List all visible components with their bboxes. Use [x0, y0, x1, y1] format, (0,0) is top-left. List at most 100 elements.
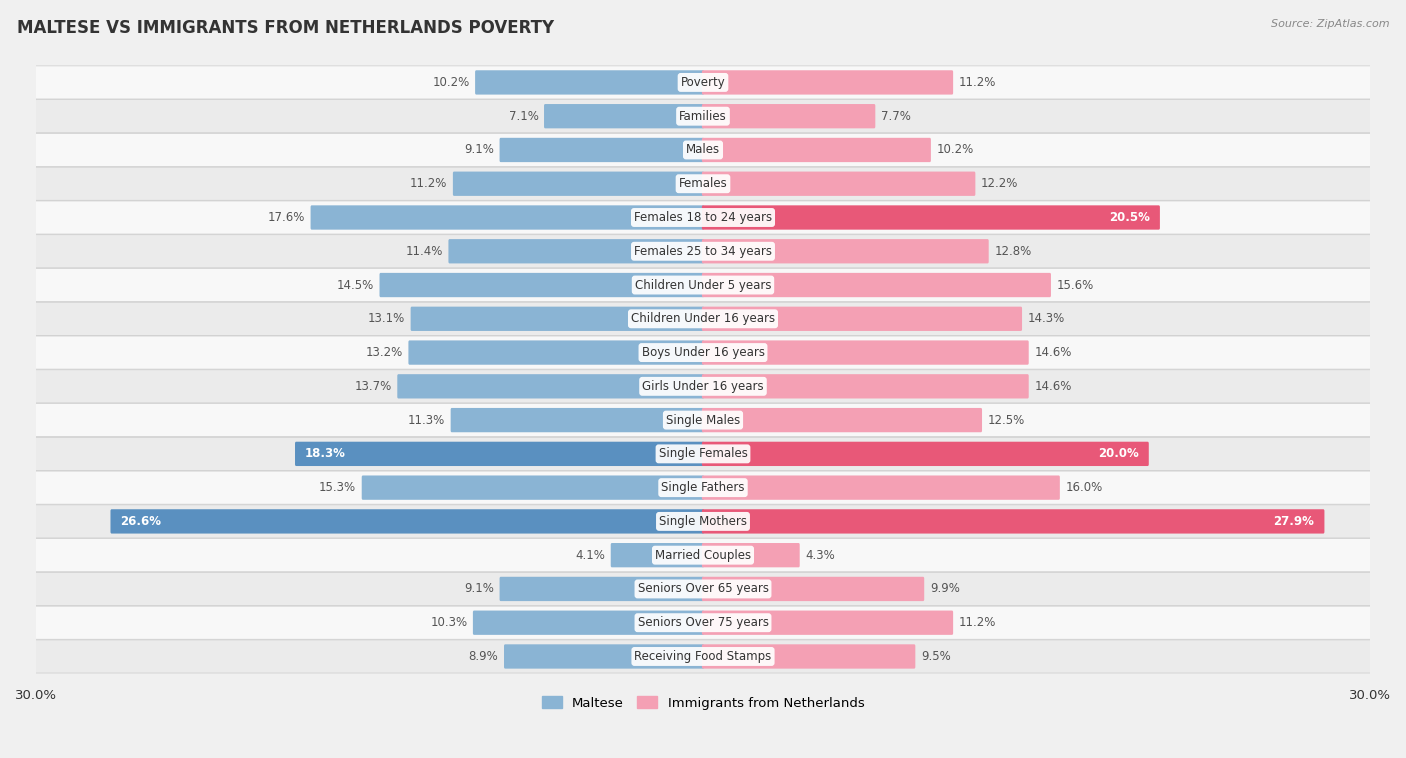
Text: 18.3%: 18.3%: [305, 447, 346, 460]
FancyBboxPatch shape: [380, 273, 704, 297]
FancyBboxPatch shape: [499, 138, 704, 162]
Text: Males: Males: [686, 143, 720, 156]
Text: 13.7%: 13.7%: [354, 380, 392, 393]
Text: 9.1%: 9.1%: [464, 143, 494, 156]
Text: 9.5%: 9.5%: [921, 650, 950, 663]
Text: 27.9%: 27.9%: [1274, 515, 1315, 528]
Text: Seniors Over 75 years: Seniors Over 75 years: [637, 616, 769, 629]
FancyBboxPatch shape: [34, 403, 1372, 437]
FancyBboxPatch shape: [34, 66, 1372, 99]
Text: 7.7%: 7.7%: [882, 110, 911, 123]
Text: 8.9%: 8.9%: [468, 650, 499, 663]
Text: 11.2%: 11.2%: [411, 177, 447, 190]
Text: 10.3%: 10.3%: [430, 616, 467, 629]
FancyBboxPatch shape: [34, 99, 1372, 133]
Text: 12.8%: 12.8%: [994, 245, 1032, 258]
FancyBboxPatch shape: [472, 610, 704, 635]
Text: 14.6%: 14.6%: [1035, 346, 1071, 359]
Text: Single Males: Single Males: [666, 414, 740, 427]
FancyBboxPatch shape: [499, 577, 704, 601]
Text: MALTESE VS IMMIGRANTS FROM NETHERLANDS POVERTY: MALTESE VS IMMIGRANTS FROM NETHERLANDS P…: [17, 19, 554, 37]
Text: 13.1%: 13.1%: [368, 312, 405, 325]
Text: 15.3%: 15.3%: [319, 481, 356, 494]
FancyBboxPatch shape: [702, 239, 988, 264]
Text: Receiving Food Stamps: Receiving Food Stamps: [634, 650, 772, 663]
FancyBboxPatch shape: [34, 302, 1372, 335]
Text: 12.5%: 12.5%: [987, 414, 1025, 427]
FancyBboxPatch shape: [361, 475, 704, 500]
FancyBboxPatch shape: [449, 239, 704, 264]
Text: 14.5%: 14.5%: [336, 278, 374, 292]
Text: Children Under 16 years: Children Under 16 years: [631, 312, 775, 325]
FancyBboxPatch shape: [702, 340, 1029, 365]
Text: Seniors Over 65 years: Seniors Over 65 years: [637, 582, 769, 596]
FancyBboxPatch shape: [702, 273, 1050, 297]
Text: Females 25 to 34 years: Females 25 to 34 years: [634, 245, 772, 258]
Text: 11.4%: 11.4%: [405, 245, 443, 258]
FancyBboxPatch shape: [702, 205, 1160, 230]
FancyBboxPatch shape: [34, 606, 1372, 639]
Text: 15.6%: 15.6%: [1056, 278, 1094, 292]
FancyBboxPatch shape: [408, 340, 704, 365]
Text: 16.0%: 16.0%: [1066, 481, 1102, 494]
FancyBboxPatch shape: [34, 370, 1372, 403]
Text: 11.3%: 11.3%: [408, 414, 446, 427]
Text: 7.1%: 7.1%: [509, 110, 538, 123]
FancyBboxPatch shape: [702, 138, 931, 162]
FancyBboxPatch shape: [34, 640, 1372, 673]
Text: Source: ZipAtlas.com: Source: ZipAtlas.com: [1271, 19, 1389, 29]
FancyBboxPatch shape: [398, 374, 704, 399]
FancyBboxPatch shape: [34, 471, 1372, 504]
Text: Females 18 to 24 years: Females 18 to 24 years: [634, 211, 772, 224]
Text: Females: Females: [679, 177, 727, 190]
FancyBboxPatch shape: [34, 168, 1372, 200]
Legend: Maltese, Immigrants from Netherlands: Maltese, Immigrants from Netherlands: [537, 691, 869, 715]
Text: 11.2%: 11.2%: [959, 616, 995, 629]
Text: 14.3%: 14.3%: [1028, 312, 1064, 325]
FancyBboxPatch shape: [34, 505, 1372, 538]
FancyBboxPatch shape: [702, 104, 876, 128]
FancyBboxPatch shape: [111, 509, 704, 534]
FancyBboxPatch shape: [702, 374, 1029, 399]
FancyBboxPatch shape: [702, 543, 800, 567]
Text: 14.6%: 14.6%: [1035, 380, 1071, 393]
FancyBboxPatch shape: [34, 268, 1372, 302]
Text: 9.1%: 9.1%: [464, 582, 494, 596]
Text: 26.6%: 26.6%: [121, 515, 162, 528]
Text: Girls Under 16 years: Girls Under 16 years: [643, 380, 763, 393]
Text: 9.9%: 9.9%: [929, 582, 960, 596]
Text: Married Couples: Married Couples: [655, 549, 751, 562]
Text: 10.2%: 10.2%: [432, 76, 470, 89]
Text: Poverty: Poverty: [681, 76, 725, 89]
FancyBboxPatch shape: [702, 610, 953, 635]
FancyBboxPatch shape: [702, 70, 953, 95]
Text: 20.5%: 20.5%: [1109, 211, 1150, 224]
FancyBboxPatch shape: [702, 442, 1149, 466]
FancyBboxPatch shape: [34, 572, 1372, 606]
FancyBboxPatch shape: [34, 336, 1372, 369]
Text: 4.3%: 4.3%: [806, 549, 835, 562]
Text: Single Females: Single Females: [658, 447, 748, 460]
Text: Single Fathers: Single Fathers: [661, 481, 745, 494]
FancyBboxPatch shape: [34, 133, 1372, 167]
Text: Single Mothers: Single Mothers: [659, 515, 747, 528]
FancyBboxPatch shape: [702, 475, 1060, 500]
FancyBboxPatch shape: [311, 205, 704, 230]
FancyBboxPatch shape: [34, 437, 1372, 471]
FancyBboxPatch shape: [295, 442, 704, 466]
FancyBboxPatch shape: [453, 171, 704, 196]
Text: 4.1%: 4.1%: [575, 549, 605, 562]
Text: 20.0%: 20.0%: [1098, 447, 1139, 460]
Text: 17.6%: 17.6%: [267, 211, 305, 224]
FancyBboxPatch shape: [702, 644, 915, 669]
FancyBboxPatch shape: [702, 509, 1324, 534]
FancyBboxPatch shape: [544, 104, 704, 128]
FancyBboxPatch shape: [451, 408, 704, 432]
FancyBboxPatch shape: [411, 307, 704, 331]
FancyBboxPatch shape: [702, 307, 1022, 331]
FancyBboxPatch shape: [702, 577, 924, 601]
Text: 12.2%: 12.2%: [981, 177, 1018, 190]
Text: 10.2%: 10.2%: [936, 143, 974, 156]
FancyBboxPatch shape: [503, 644, 704, 669]
FancyBboxPatch shape: [702, 408, 981, 432]
